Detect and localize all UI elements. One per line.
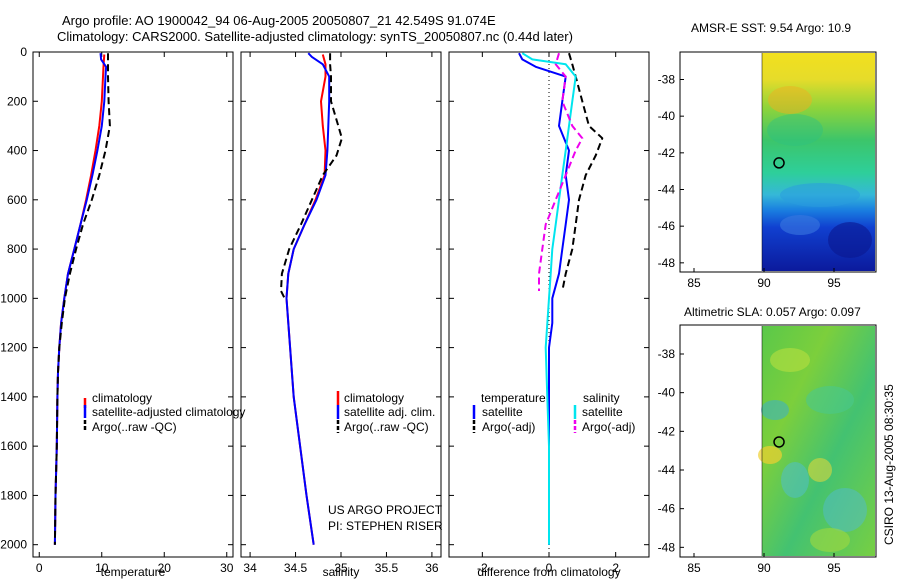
y-tick-label: 0 (20, 45, 27, 59)
map-x-tick-label: 85 (687, 276, 701, 290)
sst-warm-patch (768, 86, 812, 114)
legend-label-satellite: satellite-adjusted climatology (92, 405, 245, 419)
legend-header-salinity: salinity (583, 391, 620, 405)
sst-map-panel: AMSR-E SST: 9.54 Argo: 10.9 85 90 95 -38 -40… (658, 21, 877, 290)
legend-label-temp-satellite: satellite (482, 405, 523, 419)
temperature-x-axis-label: temperature (101, 565, 166, 579)
map-y-tick-label: -38 (658, 73, 676, 87)
sst-mid-patch (767, 114, 823, 146)
x-tick-label: 35 (334, 561, 348, 575)
map-x-tick-label: 85 (687, 561, 701, 575)
x-tick-label: 2 (612, 561, 619, 575)
y-tick-label: 2000 (0, 538, 27, 552)
x-tick-label: 34.5 (284, 561, 308, 575)
salinity-panel: 34 34.5 35 35.5 36 salinity (240, 51, 442, 579)
argo-position-marker (773, 157, 785, 169)
map-y-tick-label: -42 (658, 424, 676, 438)
series-line-satellite-adj-clim- (285, 52, 331, 545)
sla-warm-patch-2 (808, 458, 832, 482)
sla-warm-patch (758, 446, 782, 464)
sla-high-patch (770, 348, 810, 372)
temperature-legend: climatology satellite-adjusted climatolo… (83, 391, 245, 434)
salinity-legend: climatology satellite adj. clim. Argo(..… (328, 391, 443, 533)
sst-front-patch (780, 183, 860, 207)
sst-cold-core (828, 222, 872, 258)
series-line-salinity-argo-adj- (538, 52, 584, 291)
x-tick-label: 20 (158, 561, 172, 575)
map-y-tick-label: -44 (658, 463, 676, 477)
sla-map-title: Altimetric SLA: 0.057 Argo: 0.097 (684, 305, 861, 319)
legend-label-sal-satellite: satellite (582, 405, 623, 419)
sst-cold-patch (780, 215, 820, 235)
x-tick-label: 10 (95, 561, 109, 575)
salinity-axes-frame (240, 51, 442, 558)
map-y-tick-label: -44 (658, 183, 676, 197)
argo-position-marker (773, 436, 785, 448)
map-y-tick-label: -48 (658, 256, 676, 270)
sla-mid-patch (806, 386, 854, 414)
legend-label-climatology: climatology (92, 391, 152, 405)
legend-label-argo: Argo(..raw -QC) (92, 420, 177, 434)
salinity-x-axis-label: salinity (323, 565, 360, 579)
sst-map-title: AMSR-E SST: 9.54 Argo: 10.9 (691, 21, 851, 35)
legend-header-temperature: temperature (481, 391, 546, 405)
legend-label-satellite: satellite adj. clim. (344, 405, 435, 419)
figure-title-line2: Climatology: CARS2000. Satellite-adjuste… (57, 29, 573, 44)
x-tick-label: 34 (243, 561, 257, 575)
y-tick-label: 1600 (0, 439, 27, 453)
side-timestamp: CSIRO 13-Aug-2005 08:30:35 (882, 384, 896, 545)
legend-label-climatology: climatology (344, 391, 404, 405)
x-tick-label: 0 (36, 561, 43, 575)
map-x-tick-label: 95 (827, 561, 841, 575)
difference-x-axis-label: difference from climatology (477, 565, 620, 579)
sst-map-border (679, 51, 877, 273)
map-y-tick-label: -40 (658, 109, 676, 123)
y-tick-label: 1200 (0, 341, 27, 355)
difference-legend: temperature salinity satellite Argo(-adj… (472, 391, 635, 434)
x-tick-label: 35.5 (375, 561, 399, 575)
y-tick-label: 1800 (0, 488, 27, 502)
legend-label-argo: Argo(..raw -QC) (344, 420, 429, 434)
y-tick-label: 1400 (0, 390, 27, 404)
map-x-tick-label: 90 (757, 561, 771, 575)
legend-label-sal-argo: Argo(-adj) (582, 420, 635, 434)
sla-high-patch-2 (810, 528, 850, 552)
map-y-tick-label: -46 (658, 219, 676, 233)
figure-title-line1: Argo profile: AO 1900042_94 06-Aug-2005 … (62, 13, 496, 28)
sla-map-panel: Altimetric SLA: 0.057 Argo: 0.097 85 90 95… (658, 305, 877, 575)
credit-line1: US ARGO PROJECT (328, 503, 443, 517)
y-tick-label: 400 (7, 144, 27, 158)
map-y-tick-label: -46 (658, 502, 676, 516)
map-y-tick-label: -40 (658, 386, 676, 400)
series-line-temperature-satellite (518, 52, 570, 545)
map-x-tick-label: 95 (827, 276, 841, 290)
sla-low-patch (761, 400, 789, 420)
legend-label-temp-argo: Argo(-adj) (482, 420, 535, 434)
temperature-panel: 0 10 20 30 0 200 400 600 800 1000 1200 1400 1600 1800… (0, 45, 233, 579)
x-tick-label: 30 (220, 561, 234, 575)
map-y-tick-label: -48 (658, 540, 676, 554)
credit-line2: PI: STEPHEN RISER (328, 519, 443, 533)
y-tick-label: 200 (7, 94, 27, 108)
y-tick-label: 800 (7, 242, 27, 256)
y-tick-label: 600 (7, 193, 27, 207)
sla-cool-patch (781, 462, 809, 498)
x-tick-label: -2 (477, 561, 488, 575)
x-tick-label: 0 (546, 561, 553, 575)
x-tick-label: 36 (425, 561, 439, 575)
series-line-argo-raw-qc- (53, 53, 111, 545)
map-y-tick-label: -38 (658, 347, 676, 361)
y-tick-label: 1000 (0, 291, 27, 305)
sla-map-border (679, 324, 877, 558)
series-line-argo-raw-qc- (280, 53, 343, 299)
sla-cool-patch-2 (823, 488, 867, 532)
map-y-tick-label: -42 (658, 146, 676, 160)
map-x-tick-label: 90 (757, 276, 771, 290)
series-line-salinity-satellite (521, 52, 577, 545)
temperature-axes-frame (32, 51, 234, 558)
